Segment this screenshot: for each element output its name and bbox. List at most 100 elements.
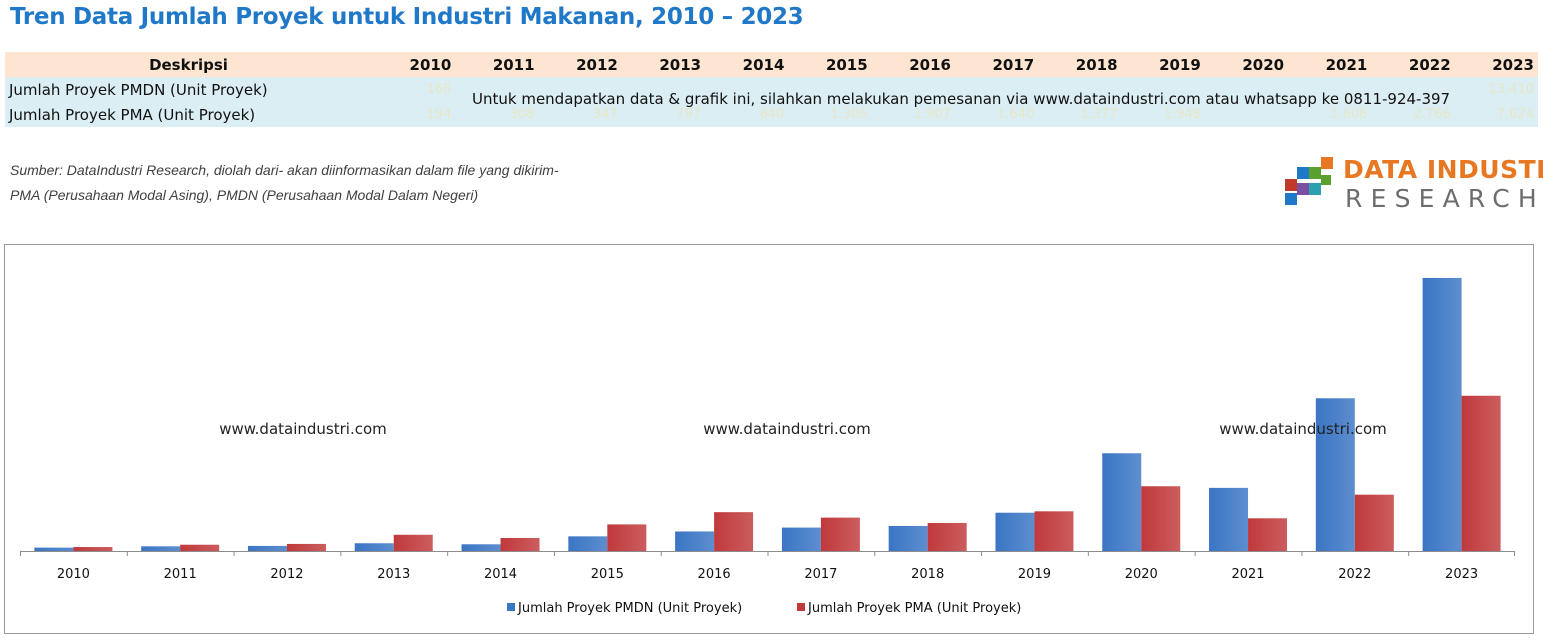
bar-pma-2023 <box>1461 395 1501 551</box>
bar-pma-2011 <box>180 544 220 551</box>
logo-square <box>1321 157 1333 169</box>
bar-pma-2022 <box>1354 494 1394 551</box>
x-tick-label: 2012 <box>270 567 303 582</box>
header-desc: Deskripsi <box>5 52 372 77</box>
x-tick-label: 2017 <box>804 567 837 582</box>
bar-pmdn-2015 <box>568 536 608 551</box>
table-cell: 640 <box>705 102 789 127</box>
source-line-2: PMA (Perusahaan Modal Asing), PMDN (Peru… <box>10 187 479 203</box>
header-year: 2015 <box>788 52 872 77</box>
bar-pmdn-2019 <box>995 512 1035 551</box>
header-year: 2016 <box>871 52 955 77</box>
bar-pmdn-2018 <box>888 525 928 551</box>
bar-pma-2020 <box>1141 486 1181 551</box>
watermark-text: www.dataindustri.com <box>703 420 871 438</box>
x-tick-label: 2014 <box>484 567 517 582</box>
x-tick-label: 2021 <box>1231 567 1264 582</box>
table-cell <box>455 77 539 102</box>
table-header-row: Deskripsi 2010 2011 2012 2013 2014 2015 2016 20… <box>5 52 1538 77</box>
x-tick-label: 2022 <box>1338 567 1371 582</box>
table-cell: 7.624 <box>1454 102 1538 127</box>
table-cell: 194 <box>372 102 456 127</box>
table-cell: 1.948 <box>1121 102 1205 127</box>
table-row: Jumlah Proyek PMA (Unit Proyek) 194 308 347… <box>5 102 1538 127</box>
header-year: 2017 <box>954 52 1039 77</box>
x-tick-label: 2015 <box>591 567 624 582</box>
table-cell <box>871 77 955 102</box>
table-cell <box>1038 77 1122 102</box>
bar-pmdn-2023 <box>1422 277 1462 551</box>
table-cell <box>1288 77 1372 102</box>
logo-square <box>1285 179 1297 191</box>
logo-square <box>1309 183 1321 195</box>
legend-swatch <box>507 603 515 611</box>
bar-pmdn-2011 <box>141 546 181 551</box>
x-tick-label: 2013 <box>377 567 410 582</box>
logo-text-line2: RESEARCH <box>1345 184 1543 213</box>
table-cell: 1.377 <box>1038 102 1122 127</box>
table-cell: 347 <box>538 102 622 127</box>
bar-pma-2017 <box>820 517 860 551</box>
table-cell: 1.306 <box>788 102 872 127</box>
table-cell <box>621 77 706 102</box>
logo-square <box>1309 167 1321 179</box>
table-cell: 308 <box>455 102 539 127</box>
logo-text-line1: DATA INDUSTRI <box>1343 155 1543 184</box>
logo-square <box>1321 175 1331 185</box>
x-tick-label: 2023 <box>1445 567 1478 582</box>
bar-pma-2010 <box>73 547 113 551</box>
bar-pma-2018 <box>927 522 967 551</box>
bar-pma-2015 <box>607 524 647 551</box>
header-year: 2022 <box>1371 52 1455 77</box>
table-cell: 2.766 <box>1371 102 1455 127</box>
bar-pma-2016 <box>714 512 754 551</box>
table-cell: 166 <box>372 77 456 102</box>
legend-label: Jumlah Proyek PMA (Unit Proyek) <box>807 601 1021 616</box>
header-year: 2023 <box>1454 52 1538 77</box>
bar-pma-2019 <box>1034 511 1074 551</box>
table-cell <box>1121 77 1205 102</box>
table-cell: 797 <box>621 102 706 127</box>
logo-mark-icon <box>1285 157 1333 205</box>
company-logo: DATA INDUSTRI RESEARCH <box>1283 155 1543 213</box>
table-cell <box>705 77 789 102</box>
header-year: 2019 <box>1121 52 1205 77</box>
table-cell <box>1204 102 1289 127</box>
bar-pmdn-2012 <box>247 545 287 551</box>
logo-square <box>1297 167 1309 179</box>
bar-pmdn-2022 <box>1315 398 1355 551</box>
bar-pmdn-2021 <box>1209 487 1249 551</box>
bar-pmdn-2010 <box>34 547 74 551</box>
x-tick-label: 2019 <box>1018 567 1051 582</box>
header-year: 2018 <box>1038 52 1122 77</box>
bar-pmdn-2016 <box>675 531 715 551</box>
header-year: 2014 <box>705 52 789 77</box>
table-row: Jumlah Proyek PMDN (Unit Proyek) 166 13.41… <box>5 77 1538 102</box>
x-tick-label: 2020 <box>1125 567 1158 582</box>
data-table: Deskripsi 2010 2011 2012 2013 2014 2015 2016 20… <box>5 52 1538 127</box>
bar-pma-2021 <box>1248 518 1288 551</box>
source-line-1: Sumber: DataIndustri Research, diolah da… <box>10 162 559 178</box>
legend-swatch <box>797 603 805 611</box>
table-cell: 1.640 <box>954 102 1039 127</box>
source-note: Sumber: DataIndustri Research, diolah da… <box>10 158 559 208</box>
x-tick-label: 2016 <box>698 567 731 582</box>
table-cell <box>1204 77 1289 102</box>
table-cell: 1.606 <box>1288 102 1372 127</box>
chart-frame <box>4 244 1534 634</box>
bar-pmdn-2014 <box>461 544 501 551</box>
bar-pmdn-2013 <box>354 543 394 551</box>
bar-pmdn-2017 <box>781 527 821 551</box>
watermark-text: www.dataindustri.com <box>1219 420 1387 438</box>
page-title: Tren Data Jumlah Proyek untuk Industri M… <box>10 4 804 30</box>
bar-pma-2014 <box>500 537 540 551</box>
table-cell <box>1371 77 1455 102</box>
x-tick-label: 2010 <box>57 567 90 582</box>
header-year: 2012 <box>538 52 622 77</box>
table-cell <box>954 77 1039 102</box>
x-tick-label: 2018 <box>911 567 944 582</box>
header-year: 2021 <box>1288 52 1372 77</box>
logo-square <box>1285 193 1297 205</box>
table-cell: 1.907 <box>871 102 955 127</box>
